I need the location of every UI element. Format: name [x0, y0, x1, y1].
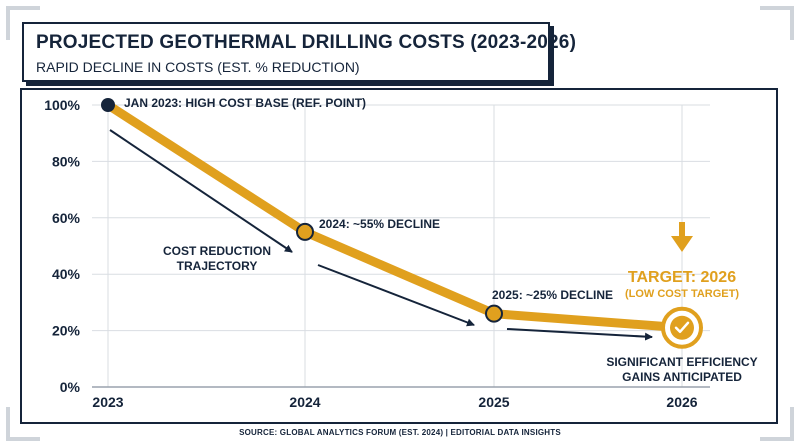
chart-subtitle: RAPID DECLINE IN COSTS (EST. % REDUCTION… [36, 59, 360, 75]
corner-decoration [760, 6, 794, 40]
annotation-2023: JAN 2023: HIGH COST BASE (REF. POINT) [124, 96, 366, 110]
series-line [103, 100, 687, 333]
data-point [485, 304, 503, 323]
x-tick-label: 2024 [289, 394, 320, 410]
data-point [296, 222, 314, 241]
x-tick-label: 2026 [666, 394, 697, 410]
y-tick-label: 0% [60, 379, 81, 395]
trajectory-arrow [109, 129, 293, 253]
x-tick-label: 2023 [92, 394, 123, 410]
corner-decoration [6, 407, 40, 441]
y-tick-label: 80% [52, 153, 81, 169]
title-box: PROJECTED GEOTHERMAL DRILLING COSTS (202… [22, 22, 577, 86]
y-tick-label: 100% [44, 97, 80, 113]
gains-label: SIGNIFICANT EFFICIENCY [606, 355, 757, 369]
y-tick-label: 20% [52, 323, 81, 339]
arrow-down-icon [671, 236, 693, 252]
trajectory-label: TRAJECTORY [177, 259, 258, 273]
arrow-down-icon [679, 222, 685, 238]
target-subtitle: (LOW COST TARGET) [625, 288, 739, 300]
gains-label: GAINS ANTICIPATED [622, 370, 742, 384]
corner-decoration [6, 6, 40, 40]
chart-frame [20, 88, 778, 424]
trajectory-label: COST REDUCTION [163, 244, 271, 258]
corner-decoration [760, 407, 794, 441]
x-tick-label: 2025 [478, 394, 509, 410]
annotation-2024: 2024: ~55% DECLINE [319, 217, 440, 231]
y-tick-label: 60% [52, 210, 81, 226]
trajectory-arrow [317, 264, 475, 327]
data-point [101, 98, 115, 112]
check-icon [674, 321, 690, 334]
trajectory-arrow [506, 328, 653, 341]
y-tick-label: 40% [52, 266, 81, 282]
chart-title: PROJECTED GEOTHERMAL DRILLING COSTS (202… [36, 32, 577, 53]
annotation-2025: 2025: ~25% DECLINE [492, 288, 613, 302]
target-title: TARGET: 2026 [628, 269, 736, 286]
source-note: SOURCE: GLOBAL ANALYTICS FORUM (EST. 202… [239, 428, 561, 437]
